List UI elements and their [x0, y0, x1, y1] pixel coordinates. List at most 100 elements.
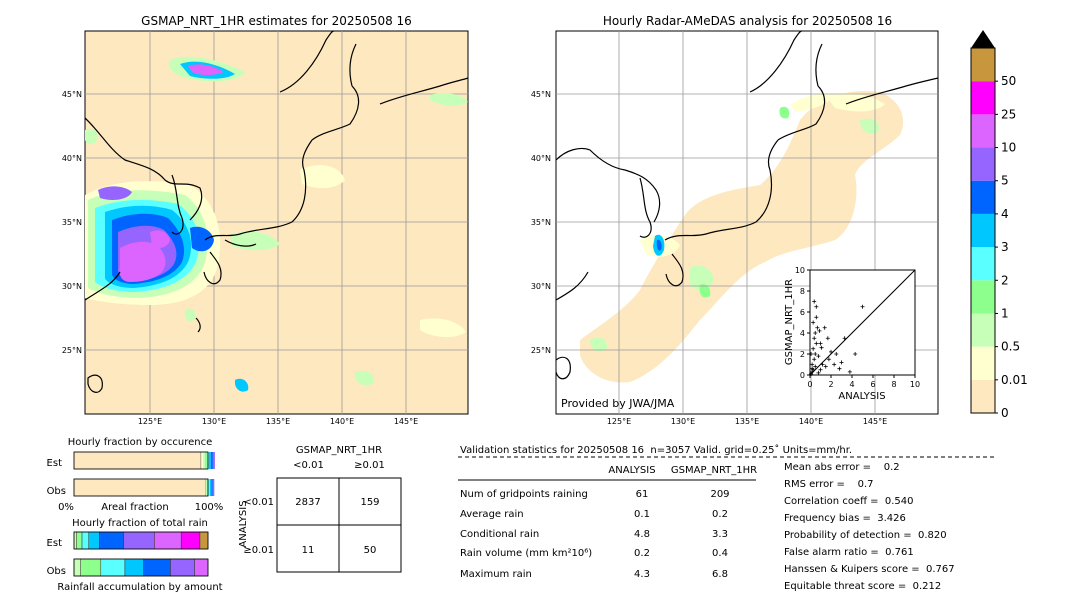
stat-row-label: Average rain [460, 509, 524, 520]
scatter-point [811, 346, 816, 351]
right-map-rain-field [580, 90, 904, 383]
lat-label: 35°N [531, 218, 551, 227]
contingency-table: 2837 159 11 50 <0.01 ≥0.01 ANALYSIS [238, 477, 402, 573]
scatter-point [832, 362, 837, 367]
stat-row-analysis: 0.2 [634, 548, 650, 559]
scatter-point [829, 349, 833, 354]
cell-lt-ge: 159 [360, 497, 379, 508]
occ-bar-strip [208, 452, 211, 469]
scatter-x-ticks: 0 2 4 6 8 10 [807, 375, 920, 389]
lon-label: 130°E [671, 417, 695, 426]
scatter-x-tick-label: 10 [910, 380, 920, 389]
row-label-lt: <0.01 [243, 497, 274, 508]
lon-label: 125°E [138, 417, 162, 426]
left-map-rain-field [85, 56, 468, 392]
scatter-ylabel: GSMAP_NRT_1HR [784, 279, 795, 365]
stat-row-label: Maximum rain [460, 569, 532, 580]
scatter-xlabel: ANALYSIS [838, 391, 885, 402]
colorbar-label: 2 [1001, 273, 1009, 287]
score-freq-bias: Frequency bias = 3.426 [784, 513, 906, 524]
scatter-point [839, 360, 844, 365]
scatter-point [813, 331, 818, 335]
scatter-point [820, 362, 825, 367]
colorbar-block [971, 313, 995, 347]
colorbar-block [971, 247, 995, 281]
rain-bar-segment [80, 558, 102, 577]
lon-label: 125°E [607, 417, 631, 426]
col-head-analysis: ANALYSIS [608, 465, 656, 476]
scatter-point [812, 357, 817, 362]
occurrence-title: Hourly fraction by occurence [67, 437, 213, 448]
score-hk: Hanssen & Kuipers score = 0.767 [784, 564, 955, 575]
lat-label: 35°N [62, 218, 82, 227]
occ-bars [73, 451, 215, 497]
scatter-point [823, 364, 828, 369]
scatter-point [813, 364, 818, 369]
scatter-point [817, 328, 822, 333]
lon-label: 140°E [799, 417, 823, 426]
scatter-point [819, 345, 824, 350]
lon-label: 145°E [863, 417, 887, 426]
score-pod: Probability of detection = 0.820 [784, 530, 947, 541]
occ-bar-strip [212, 452, 215, 469]
scatter-point [810, 366, 815, 371]
score-ets: Equitable threat score = 0.212 [784, 581, 942, 592]
row-axis-label: ANALYSIS [238, 500, 249, 547]
scatter-point [810, 362, 815, 367]
colorbar-label: 0 [1001, 406, 1009, 420]
scatter-y-tick-label: 8 [800, 287, 805, 296]
occ-bar-segment [73, 451, 202, 470]
scatter-y-ticks: 0 2 4 6 8 10 [795, 266, 810, 380]
stat-row-gsmap: 3.3 [712, 529, 728, 540]
lat-label: 25°N [531, 346, 551, 355]
cell-ge-ge: 50 [364, 545, 377, 556]
lon-label: 130°E [202, 417, 226, 426]
rain-bar-segment [194, 558, 209, 577]
rain-bar-segment [73, 558, 81, 577]
colorbar-block [971, 180, 995, 214]
scatter-point [809, 371, 814, 376]
scatter-point [825, 336, 830, 341]
scatter-point [811, 320, 816, 325]
stat-row-gsmap: 0.4 [712, 548, 728, 559]
validation-col-underline [458, 479, 756, 481]
occ-bar-strip [206, 479, 209, 496]
rain-bar-segment [81, 531, 89, 550]
rain-bar-segment [123, 531, 155, 550]
colorbar-extend-arrow [971, 30, 995, 48]
rain-bar-segment [76, 531, 83, 550]
lat-label: 30°N [531, 282, 551, 291]
scatter-point [813, 352, 818, 356]
stat-row-label: Rain volume (mm km²10⁶) [460, 548, 593, 559]
rain-bar-segment [180, 531, 201, 550]
contingency-col-label-ge: ≥0.01 [354, 460, 385, 471]
stat-row-gsmap: 209 [710, 489, 730, 500]
scatter-point [826, 357, 831, 362]
contingency-title: GSMAP_NRT_1HR [295, 445, 383, 456]
occ-bar-segment [73, 478, 206, 497]
total-rain-chart: Est Obs Rainfall accumulation by amount [47, 531, 223, 593]
left-map-title: GSMAP_NRT_1HR estimates for 20250508 16 [141, 14, 412, 28]
scatter-point [818, 341, 823, 346]
col-head-gsmap: GSMAP_NRT_1HR [670, 465, 758, 476]
stat-row-label: Conditional rain [460, 529, 540, 540]
scatter-point [847, 369, 852, 374]
colorbar-border [970, 47, 996, 414]
rain-bar-segment [143, 558, 171, 577]
occ-bar-strip [208, 479, 210, 496]
rain-bar-segment [73, 531, 77, 550]
scatter-point [814, 315, 819, 320]
scatter-y-tick-label: 4 [800, 329, 805, 338]
scatter-point [816, 354, 821, 359]
colorbar-block [971, 114, 995, 148]
lat-label: 40°N [62, 154, 82, 163]
left-map-lat-labels: 45°N 40°N 35°N 30°N 25°N [62, 90, 82, 355]
colorbar-block [971, 147, 995, 181]
scatter-y-tick-label: 0 [800, 371, 805, 380]
lat-label: 40°N [531, 154, 551, 163]
score-rmse: RMS error = 0.7 [784, 479, 874, 490]
occurrence-chart: Est Obs 0% 100% Areal fraction [47, 451, 223, 513]
contingency-col-label-lt: <0.01 [293, 460, 324, 471]
scatter-point [818, 367, 823, 372]
colorbar-label: 25 [1001, 107, 1016, 121]
